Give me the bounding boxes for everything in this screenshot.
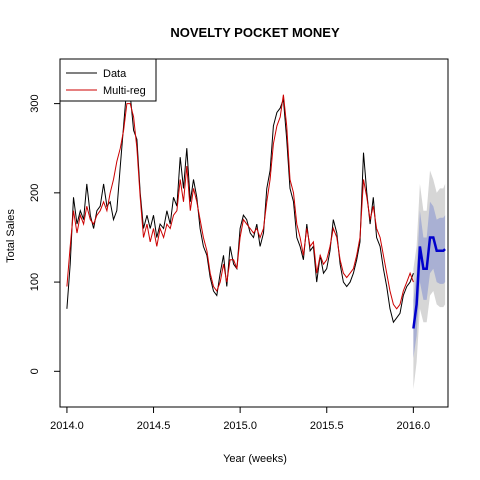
legend-label-multi-reg: Multi-reg xyxy=(103,85,146,97)
y-tick-label: 0 xyxy=(29,368,41,374)
series-line-multi-reg xyxy=(66,94,414,310)
chart-title: NOVELTY POCKET MONEY xyxy=(170,25,340,40)
plot-frame xyxy=(59,58,449,408)
x-tick-label: 2015.5 xyxy=(310,420,344,432)
x-tick-label: 2014.0 xyxy=(50,420,84,432)
y-tick-label: 200 xyxy=(29,184,41,202)
x-tick-label: 2015.0 xyxy=(223,420,257,432)
series-lines xyxy=(66,85,446,329)
y-axis-label: Total Sales xyxy=(5,209,17,263)
legend-box xyxy=(59,58,157,102)
legend: Data Multi-reg xyxy=(59,58,157,102)
x-axis-label: Year (weeks) xyxy=(223,453,287,465)
forecast-bands xyxy=(413,170,446,390)
forecast-band-80 xyxy=(413,201,446,358)
y-tick-label: 100 xyxy=(29,273,41,291)
series-line-forecast xyxy=(412,236,446,329)
legend-label-data: Data xyxy=(103,68,127,80)
series-line-data xyxy=(66,85,414,324)
axes: 2014.0 2014.5 2015.0 2015.5 2016.0 0 100 200 300 xyxy=(29,94,430,432)
x-tick-label: 2014.5 xyxy=(137,420,171,432)
x-tick-label: 2016.0 xyxy=(397,420,431,432)
y-tick-label: 300 xyxy=(29,94,41,112)
